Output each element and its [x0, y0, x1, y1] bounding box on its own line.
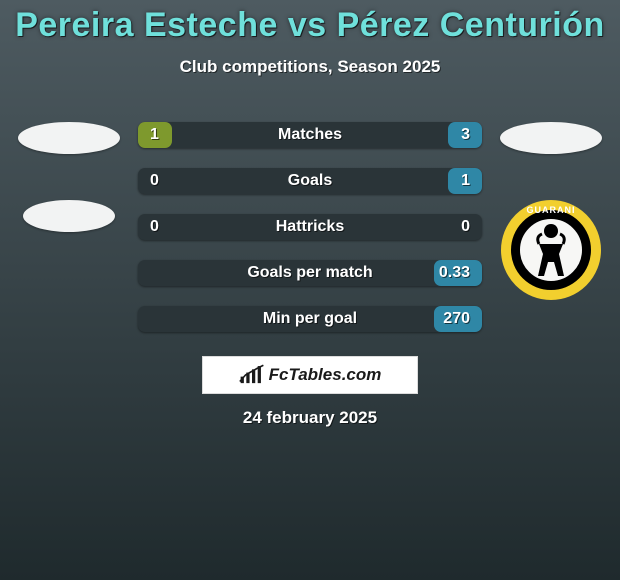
stat-left-value: 0	[150, 218, 159, 236]
stat-row: 0 1 Goals	[138, 168, 482, 194]
stat-right-value: 3	[461, 126, 470, 144]
stat-right-value: 270	[443, 310, 470, 328]
branding-box: FcTables.com	[202, 356, 418, 394]
stat-right-value: 1	[461, 172, 470, 190]
page-subtitle: Club competitions, Season 2025	[0, 57, 620, 77]
comparison-grid: 1 3 Matches 0 1 Goals 0 0 Hattricks 0.33 Goals per…	[0, 110, 620, 332]
branding-text: FcTables.com	[269, 365, 382, 385]
stat-row: 270 Min per goal	[138, 306, 482, 332]
left-player-photo-placeholder	[18, 122, 120, 154]
stat-rows: 1 3 Matches 0 1 Goals 0 0 Hattricks 0.33 Goals per…	[130, 110, 490, 332]
stat-row: 1 3 Matches	[138, 122, 482, 148]
comparison-infographic: Pereira Esteche vs Pérez Centurión Club …	[0, 0, 620, 580]
stat-right-value: 0.33	[439, 264, 470, 282]
right-club-badge-guarani: GUARANI	[501, 200, 601, 300]
crest-text: GUARANI	[501, 205, 601, 215]
stat-right-value: 0	[461, 218, 470, 236]
right-player-column: GUARANI	[490, 110, 612, 332]
stat-left-value: 1	[150, 126, 159, 144]
left-club-badge-placeholder	[23, 200, 115, 232]
date-text: 24 february 2025	[0, 408, 620, 428]
stat-label: Goals per match	[247, 264, 372, 282]
stat-label: Min per goal	[263, 310, 357, 328]
bar-chart-icon	[239, 364, 265, 386]
stat-row: 0.33 Goals per match	[138, 260, 482, 286]
left-player-column	[8, 110, 130, 332]
right-player-photo-placeholder	[500, 122, 602, 154]
stat-label: Goals	[288, 172, 332, 190]
stat-row: 0 0 Hattricks	[138, 214, 482, 240]
page-title: Pereira Esteche vs Pérez Centurión	[0, 0, 620, 45]
stat-label: Hattricks	[276, 218, 344, 236]
stat-left-value: 0	[150, 172, 159, 190]
crest-figure-icon	[531, 222, 571, 278]
stat-label: Matches	[278, 126, 342, 144]
